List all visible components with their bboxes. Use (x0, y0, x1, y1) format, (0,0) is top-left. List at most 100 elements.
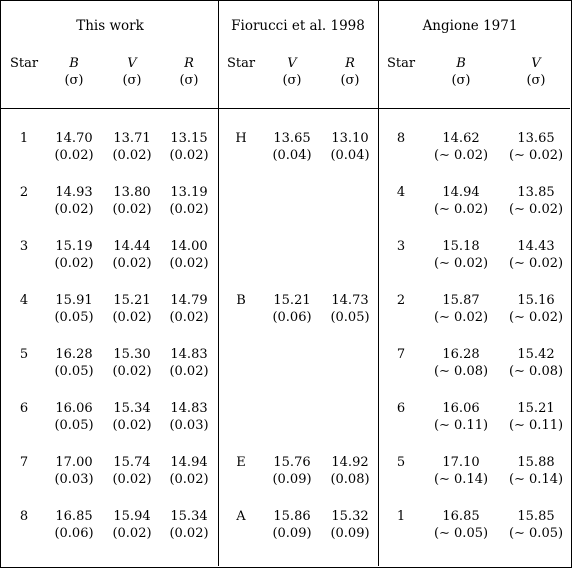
sigma-R-this: (0.02) (169, 364, 209, 379)
header-B-this: B (69, 56, 79, 71)
star-id-ang: 3 (396, 239, 406, 254)
mag-R-this: 14.94 (170, 455, 208, 470)
header-R-fio: R (345, 56, 355, 71)
mag-B-ang: 16.85 (442, 509, 480, 524)
sigma-V-this: (0.02) (112, 472, 152, 487)
star-id-this: 6 (19, 401, 29, 416)
header-V-fio: V (287, 56, 297, 71)
sigma-R-this: (0.02) (169, 310, 209, 325)
mag-B-this: 17.00 (55, 455, 93, 470)
sigma-V-ang: (∼ 0.02) (508, 256, 564, 271)
mag-B-ang: 16.28 (442, 347, 480, 362)
mag-B-ang: 17.10 (442, 455, 480, 470)
mag-V-ang: 13.65 (517, 131, 555, 146)
mag-R-this: 14.79 (170, 293, 208, 308)
sigma-R-this: (0.02) (169, 472, 209, 487)
header-sigma-V-this: (σ) (122, 73, 142, 88)
mag-B-ang: 15.87 (442, 293, 480, 308)
header-star-fio: Star (226, 56, 256, 71)
mag-V-this: 14.44 (113, 239, 151, 254)
mag-R-this: 15.34 (170, 509, 208, 524)
star-id-this: 4 (19, 293, 29, 308)
sigma-V-this: (0.02) (112, 310, 152, 325)
mag-B-this: 16.28 (55, 347, 93, 362)
sigma-V-ang: (∼ 0.08) (508, 364, 564, 379)
mag-R-this: 14.00 (170, 239, 208, 254)
star-id-ang: 8 (396, 131, 406, 146)
sigma-V-fio: (0.09) (272, 526, 312, 541)
mag-V-ang: 15.21 (517, 401, 555, 416)
star-id-fio: E (236, 455, 246, 470)
header-star-this: Star (9, 56, 39, 71)
star-id-fio: B (236, 293, 246, 308)
sigma-B-this: (0.02) (54, 148, 94, 163)
sigma-V-this: (0.02) (112, 202, 152, 217)
column-divider-2 (378, 0, 379, 566)
header-V-ang: V (531, 56, 541, 71)
sigma-V-this: (0.02) (112, 364, 152, 379)
sigma-V-ang: (∼ 0.02) (508, 310, 564, 325)
star-id-this: 7 (19, 455, 29, 470)
sigma-B-ang: (∼ 0.14) (433, 472, 489, 487)
sigma-R-fio: (0.04) (330, 148, 370, 163)
mag-R-fio: 13.10 (331, 131, 369, 146)
mag-B-ang: 15.18 (442, 239, 480, 254)
sigma-B-this: (0.05) (54, 364, 94, 379)
sigma-B-this: (0.03) (54, 472, 94, 487)
header-sigma-V-ang: (σ) (526, 73, 546, 88)
sigma-B-this: (0.02) (54, 202, 94, 217)
star-id-this: 2 (19, 185, 29, 200)
mag-V-this: 13.71 (113, 131, 151, 146)
star-id-ang: 2 (396, 293, 406, 308)
header-divider (0, 108, 570, 109)
mag-V-fio: 13.65 (273, 131, 311, 146)
mag-V-ang: 15.88 (517, 455, 555, 470)
sigma-B-ang: (∼ 0.08) (433, 364, 489, 379)
star-id-this: 3 (19, 239, 29, 254)
star-id-this: 1 (19, 131, 29, 146)
sigma-V-ang: (∼ 0.02) (508, 148, 564, 163)
sigma-V-ang: (∼ 0.02) (508, 202, 564, 217)
star-id-this: 5 (19, 347, 29, 362)
mag-B-this: 14.70 (55, 131, 93, 146)
mag-B-ang: 14.62 (442, 131, 480, 146)
header-V-this: V (127, 56, 137, 71)
header-sigma-V-fio: (σ) (282, 73, 302, 88)
group-title-this-work: This work (76, 18, 144, 34)
star-id-ang: 7 (396, 347, 406, 362)
mag-R-fio: 14.73 (331, 293, 369, 308)
sigma-B-ang: (∼ 0.02) (433, 202, 489, 217)
mag-B-this: 16.06 (55, 401, 93, 416)
header-sigma-B-this: (σ) (64, 73, 84, 88)
star-id-fio: A (236, 509, 246, 524)
star-id-ang: 1 (396, 509, 406, 524)
sigma-V-this: (0.02) (112, 526, 152, 541)
header-R-this: R (184, 56, 194, 71)
mag-V-fio: 15.76 (273, 455, 311, 470)
mag-V-this: 15.94 (113, 509, 151, 524)
mag-B-this: 15.91 (55, 293, 93, 308)
mag-V-fio: 15.86 (273, 509, 311, 524)
mag-V-ang: 14.43 (517, 239, 555, 254)
mag-B-this: 16.85 (55, 509, 93, 524)
sigma-R-fio: (0.08) (330, 472, 370, 487)
header-sigma-R-fio: (σ) (340, 73, 360, 88)
sigma-R-this: (0.02) (169, 202, 209, 217)
mag-R-this: 14.83 (170, 401, 208, 416)
sigma-B-ang: (∼ 0.02) (433, 148, 489, 163)
mag-R-this: 13.15 (170, 131, 208, 146)
sigma-V-this: (0.02) (112, 256, 152, 271)
sigma-R-this: (0.03) (169, 418, 209, 433)
star-id-fio: H (235, 131, 247, 146)
header-sigma-B-ang: (σ) (451, 73, 471, 88)
mag-V-ang: 15.16 (517, 293, 555, 308)
mag-B-this: 15.19 (55, 239, 93, 254)
mag-V-this: 13.80 (113, 185, 151, 200)
sigma-B-this: (0.06) (54, 526, 94, 541)
sigma-V-fio: (0.04) (272, 148, 312, 163)
mag-R-fio: 15.32 (331, 509, 369, 524)
sigma-R-this: (0.02) (169, 148, 209, 163)
mag-B-this: 14.93 (55, 185, 93, 200)
sigma-V-this: (0.02) (112, 148, 152, 163)
group-title-angione: Angione 1971 (422, 18, 518, 34)
